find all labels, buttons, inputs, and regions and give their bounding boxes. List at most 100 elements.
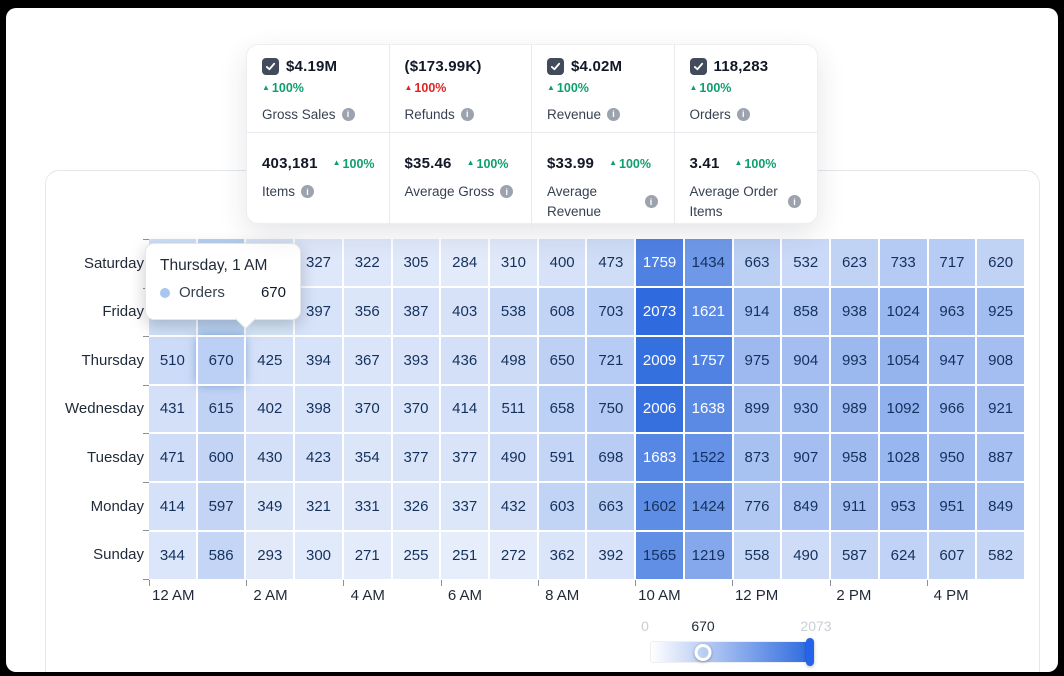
heatmap-cell-saturday-7-am[interactable]: 310 (490, 239, 537, 286)
heatmap-cell-saturday-1-pm[interactable]: 532 (782, 239, 830, 286)
heatmap-cell-wednesday-12-pm[interactable]: 899 (733, 385, 781, 433)
heatmap-cell-tuesday-3-pm[interactable]: 1028 (879, 434, 927, 482)
heatmap-cell-saturday-12-pm[interactable]: 663 (733, 239, 781, 286)
stat-card-orders[interactable]: 118,283 ▲ 100% Orders i (674, 45, 817, 134)
heatmap-cell-thursday-3-am[interactable]: 394 (295, 336, 342, 384)
heatmap-cell-thursday-6-am[interactable]: 436 (441, 336, 489, 384)
heatmap-cell-tuesday-5-am[interactable]: 377 (392, 434, 440, 482)
heatmap-cell-tuesday-2-pm[interactable]: 958 (831, 434, 878, 482)
heatmap-cell-saturday-4-pm[interactable]: 717 (928, 239, 976, 286)
heatmap-cell-thursday-5-pm[interactable]: 908 (977, 336, 1024, 384)
heatmap-cell-monday-5-pm[interactable]: 849 (977, 483, 1024, 531)
heatmap-cell-thursday-1-pm[interactable]: 904 (782, 336, 830, 384)
heatmap-cell-wednesday-4-pm[interactable]: 966 (928, 385, 976, 433)
heatmap-cell-friday-12-pm[interactable]: 914 (733, 287, 781, 335)
heatmap-cell-thursday-7-am[interactable]: 498 (490, 336, 537, 384)
heatmap-cell-tuesday-12-am[interactable]: 471 (149, 434, 196, 482)
heatmap-cell-friday-4-am[interactable]: 356 (343, 287, 391, 335)
heatmap-cell-monday-7-am[interactable]: 432 (490, 483, 537, 531)
heatmap-cell-tuesday-1-am[interactable]: 600 (197, 434, 245, 482)
heatmap-cell-monday-12-pm[interactable]: 776 (733, 483, 781, 531)
scale-ring-marker[interactable] (694, 644, 712, 661)
heatmap-cell-friday-5-pm[interactable]: 925 (977, 287, 1024, 335)
gradient-scale-bar[interactable] (650, 641, 810, 663)
heatmap-cell-sunday-6-am[interactable]: 251 (441, 532, 489, 579)
heatmap-cell-tuesday-6-am[interactable]: 377 (441, 434, 489, 482)
heatmap-cell-friday-11-am[interactable]: 1621 (684, 287, 732, 335)
heatmap-cell-saturday-10-am[interactable]: 1759 (636, 239, 683, 286)
heatmap-cell-wednesday-12-am[interactable]: 431 (149, 385, 196, 433)
info-icon[interactable]: i (644, 195, 658, 209)
heatmap-cell-thursday-2-am[interactable]: 425 (246, 336, 294, 384)
heatmap-cell-friday-8-am[interactable]: 608 (538, 287, 586, 335)
heatmap-cell-tuesday-10-am[interactable]: 1683 (636, 434, 683, 482)
heatmap-cell-monday-9-am[interactable]: 663 (587, 483, 635, 531)
heatmap-cell-monday-4-pm[interactable]: 951 (928, 483, 976, 531)
info-icon[interactable]: i (301, 185, 315, 199)
heatmap-cell-tuesday-4-pm[interactable]: 950 (928, 434, 976, 482)
heatmap-cell-wednesday-5-pm[interactable]: 921 (977, 385, 1024, 433)
heatmap-cell-thursday-10-am[interactable]: 2009 (636, 336, 683, 384)
stat-card-refunds[interactable]: ($173.99K) ▲ 100% Refunds i (389, 45, 532, 134)
heatmap-cell-wednesday-8-am[interactable]: 658 (538, 385, 586, 433)
heatmap-cell-saturday-4-am[interactable]: 322 (343, 239, 391, 286)
stat-card-average-order-items[interactable]: 3.41 ▲ 100% Average Order Items i (675, 133, 818, 229)
heatmap-cell-friday-4-pm[interactable]: 963 (928, 287, 976, 335)
heatmap-cell-saturday-5-am[interactable]: 305 (392, 239, 440, 286)
heatmap-cell-tuesday-11-am[interactable]: 1522 (684, 434, 732, 482)
heatmap-cell-wednesday-7-am[interactable]: 511 (490, 385, 537, 433)
info-icon[interactable]: i (607, 107, 621, 121)
heatmap-cell-tuesday-1-pm[interactable]: 907 (782, 434, 830, 482)
metric-checkbox-icon[interactable] (689, 58, 707, 75)
heatmap-cell-saturday-11-am[interactable]: 1434 (684, 239, 732, 286)
heatmap-cell-sunday-12-am[interactable]: 344 (149, 532, 196, 579)
heatmap-cell-wednesday-2-pm[interactable]: 989 (831, 385, 878, 433)
stat-card-average-revenue[interactable]: $33.99 ▲ 100% Average Revenue i (532, 133, 675, 230)
heatmap-cell-sunday-7-am[interactable]: 272 (490, 532, 537, 579)
heatmap-cell-thursday-12-am[interactable]: 510 (149, 336, 196, 384)
heatmap-cell-monday-6-am[interactable]: 337 (441, 483, 489, 531)
heatmap-cell-monday-12-am[interactable]: 414 (149, 483, 196, 531)
heatmap-cell-thursday-4-am[interactable]: 367 (343, 336, 391, 384)
heatmap-cell-monday-3-am[interactable]: 321 (295, 483, 342, 531)
heatmap-cell-saturday-8-am[interactable]: 400 (538, 239, 586, 286)
heatmap-cell-tuesday-8-am[interactable]: 591 (538, 434, 586, 482)
heatmap-cell-wednesday-11-am[interactable]: 1638 (684, 385, 732, 433)
heatmap-cell-monday-1-pm[interactable]: 849 (782, 483, 830, 531)
heatmap-cell-saturday-3-am[interactable]: 327 (295, 239, 342, 286)
heatmap-cell-sunday-8-am[interactable]: 362 (538, 532, 586, 579)
heatmap-cell-thursday-8-am[interactable]: 650 (538, 336, 586, 384)
heatmap-cell-wednesday-1-pm[interactable]: 930 (782, 385, 830, 433)
heatmap-cell-sunday-3-am[interactable]: 300 (295, 532, 342, 579)
heatmap-cell-monday-10-am[interactable]: 1602 (636, 483, 683, 531)
heatmap-cell-thursday-12-pm[interactable]: 975 (733, 336, 781, 384)
heatmap-cell-wednesday-5-am[interactable]: 370 (392, 385, 440, 433)
heatmap-cell-tuesday-4-am[interactable]: 354 (343, 434, 391, 482)
heatmap-cell-sunday-9-am[interactable]: 392 (587, 532, 635, 579)
heatmap-cell-tuesday-9-am[interactable]: 698 (587, 434, 635, 482)
heatmap-cell-thursday-2-pm[interactable]: 993 (831, 336, 878, 384)
stat-card-average-gross[interactable]: $35.46 ▲ 100% Average Gross i (390, 133, 532, 230)
heatmap-cell-thursday-3-pm[interactable]: 1054 (879, 336, 927, 384)
info-icon[interactable]: i (341, 107, 355, 121)
heatmap-cell-sunday-1-pm[interactable]: 490 (782, 532, 830, 579)
scale-handle[interactable] (806, 638, 814, 666)
heatmap-cell-wednesday-1-am[interactable]: 615 (197, 385, 245, 433)
heatmap-cell-saturday-2-pm[interactable]: 623 (831, 239, 878, 286)
heatmap-cell-friday-3-pm[interactable]: 1024 (879, 287, 927, 335)
heatmap-cell-wednesday-3-pm[interactable]: 1092 (879, 385, 927, 433)
heatmap-cell-tuesday-3-am[interactable]: 423 (295, 434, 342, 482)
heatmap-cell-saturday-5-pm[interactable]: 620 (977, 239, 1024, 286)
heatmap-cell-sunday-12-pm[interactable]: 558 (733, 532, 781, 579)
heatmap-cell-wednesday-4-am[interactable]: 370 (343, 385, 391, 433)
heatmap-cell-monday-3-pm[interactable]: 953 (879, 483, 927, 531)
heatmap-cell-saturday-6-am[interactable]: 284 (441, 239, 489, 286)
info-icon[interactable]: i (788, 195, 801, 209)
heatmap-cell-sunday-11-am[interactable]: 1219 (684, 532, 732, 579)
metric-checkbox-icon[interactable] (262, 58, 279, 75)
heatmap-cell-wednesday-3-am[interactable]: 398 (295, 385, 342, 433)
info-icon[interactable]: i (500, 185, 514, 199)
heatmap-cell-friday-1-pm[interactable]: 858 (782, 287, 830, 335)
heatmap-cell-friday-7-am[interactable]: 538 (490, 287, 537, 335)
heatmap-cell-sunday-3-pm[interactable]: 624 (879, 532, 927, 579)
